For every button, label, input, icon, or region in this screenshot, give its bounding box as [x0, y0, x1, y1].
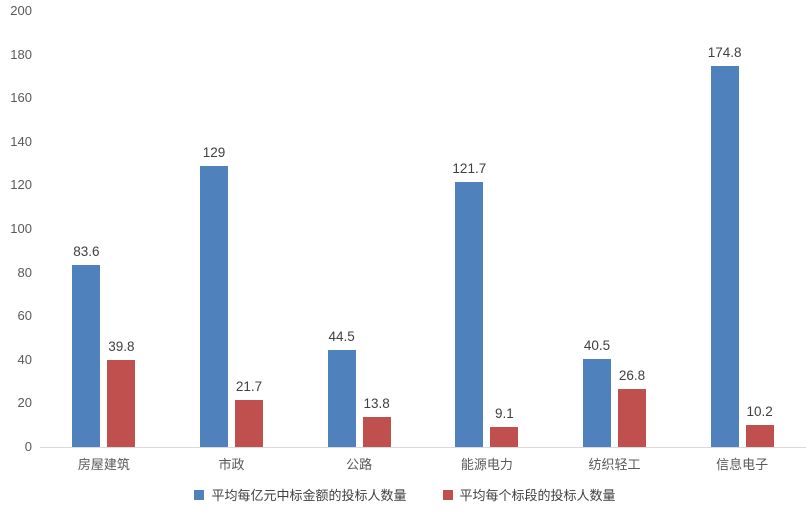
y-tick-label-20: 20: [17, 395, 32, 411]
value-label-series-0-纺织轻工: 40.5: [583, 337, 611, 353]
bar-series-1-能源电力[interactable]: [490, 427, 519, 447]
legend-label-series-1: 平均每个标段的投标人数量: [459, 488, 616, 503]
value-label-series-1-市政: 21.7: [235, 378, 263, 394]
value-label-series-1-房屋建筑: 39.8: [108, 339, 135, 355]
legend-label-series-0: 平均每亿元中标金额的投标人数量: [211, 488, 407, 503]
value-label-series-0-市政: 129: [202, 144, 226, 160]
legend: 平均每亿元中标金额的投标人数量 平均每个标段的投标人数量: [0, 485, 810, 504]
category-label-信息电子: 信息电子: [716, 457, 769, 472]
value-label-series-1-能源电力: 9.1: [494, 406, 514, 422]
bar-series-0-市政[interactable]: [200, 165, 228, 447]
bar-series-0-信息电子[interactable]: [710, 65, 739, 447]
bar-series-0-公路[interactable]: [327, 349, 356, 447]
legend-swatch-red-icon: [442, 489, 453, 500]
bar-series-1-公路[interactable]: [362, 416, 391, 447]
category-label-能源电力: 能源电力: [460, 457, 513, 472]
y-tick-label-120: 120: [10, 177, 32, 193]
legend-item-series-1[interactable]: 平均每个标段的投标人数量: [442, 485, 616, 504]
y-tick-label-60: 60: [17, 308, 32, 324]
y-tick-label-40: 40: [17, 351, 32, 367]
value-label-series-1-公路: 13.8: [363, 395, 390, 411]
value-label-series-0-信息电子: 174.8: [707, 44, 742, 60]
bar-series-1-纺织轻工[interactable]: [618, 388, 646, 447]
value-label-series-1-信息电子: 10.2: [746, 403, 773, 419]
bar-series-1-房屋建筑[interactable]: [107, 360, 136, 447]
bar-series-0-房屋建筑[interactable]: [72, 264, 101, 447]
category-label-房屋建筑: 房屋建筑: [77, 457, 130, 472]
y-tick-label-180: 180: [10, 46, 32, 62]
value-label-series-1-纺织轻工: 26.8: [618, 367, 646, 383]
bar-series-0-纺织轻工[interactable]: [583, 358, 611, 447]
y-tick-label-100: 100: [10, 221, 32, 236]
value-label-series-0-能源电力: 121.7: [452, 160, 487, 176]
category-label-纺织轻工: 纺织轻工: [588, 457, 641, 472]
value-label-series-0-房屋建筑: 83.6: [73, 243, 100, 259]
x-axis-line: [40, 447, 806, 448]
bar-series-1-信息电子[interactable]: [745, 424, 774, 447]
legend-swatch-blue-icon: [194, 489, 205, 500]
y-tick-label-200: 200: [10, 3, 32, 18]
bar-series-0-能源电力[interactable]: [455, 181, 484, 447]
value-label-series-0-公路: 44.5: [328, 328, 355, 344]
y-tick-label-160: 160: [10, 90, 32, 106]
y-tick-label-80: 80: [17, 264, 32, 280]
y-tick-label-0: 0: [24, 439, 32, 454]
category-label-市政: 市政: [218, 457, 245, 472]
y-tick-label-140: 140: [10, 133, 32, 149]
category-label-公路: 公路: [346, 457, 373, 472]
legend-item-series-0[interactable]: 平均每亿元中标金额的投标人数量: [194, 485, 407, 504]
bar-series-1-市政[interactable]: [235, 399, 263, 447]
